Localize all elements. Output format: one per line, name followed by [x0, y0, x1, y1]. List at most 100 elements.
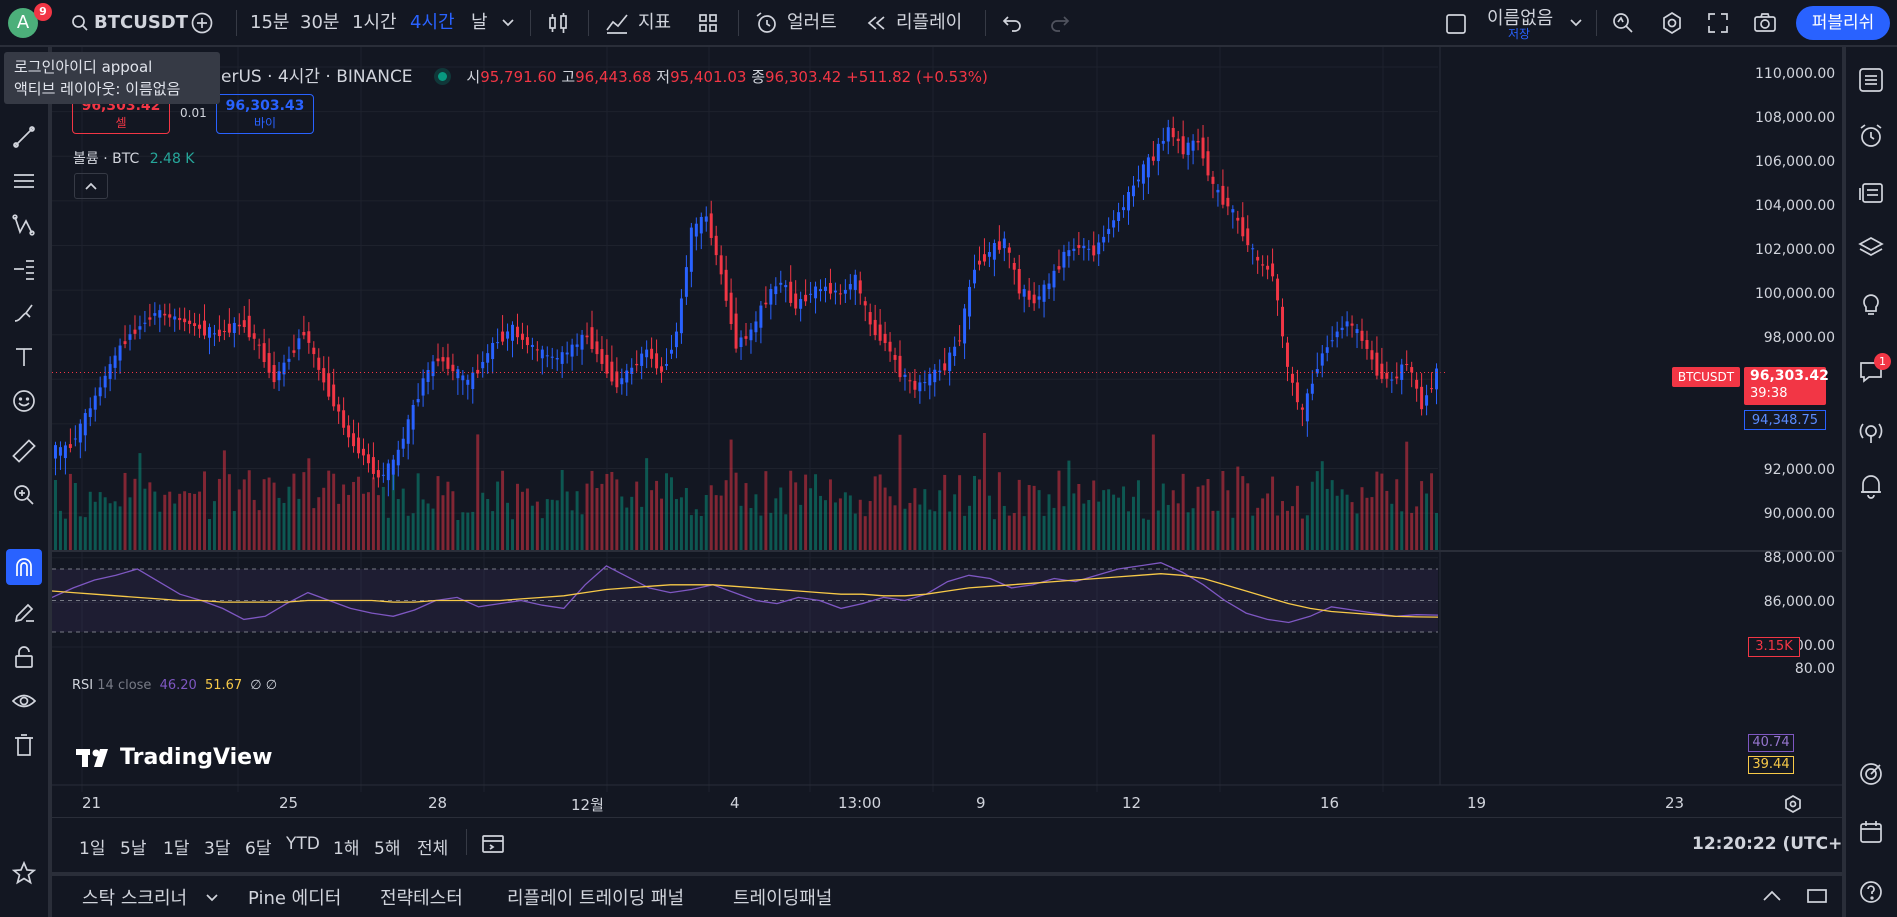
stay-drawing-icon[interactable]	[10, 599, 38, 627]
calendar-icon[interactable]	[1856, 817, 1886, 847]
fib-icon[interactable]	[10, 255, 38, 283]
avatar[interactable]: A	[8, 8, 38, 38]
axis-settings-icon[interactable]	[1782, 793, 1804, 815]
candle-body	[426, 369, 430, 382]
ruler-icon[interactable]	[10, 437, 38, 465]
range-5d[interactable]: 5날	[120, 839, 147, 859]
emoji-icon[interactable]	[10, 387, 38, 415]
candle-body	[1365, 340, 1369, 349]
undo-icon[interactable]	[1000, 12, 1024, 34]
alert-button[interactable]: 얼러트	[787, 12, 837, 33]
candle-body	[973, 269, 976, 284]
news-icon[interactable]	[1856, 177, 1886, 207]
pattern-icon[interactable]	[10, 211, 38, 239]
volume-bar	[396, 499, 400, 550]
indicators-button[interactable]: 지표	[638, 12, 672, 33]
candle-body	[1276, 278, 1280, 301]
collapse-legend-button[interactable]	[74, 173, 108, 199]
interval-30m[interactable]: 30분	[300, 12, 340, 33]
brush-icon[interactable]	[10, 299, 38, 327]
volume-bar	[496, 481, 500, 550]
chevron-down-icon[interactable]	[500, 15, 516, 31]
candle-body	[1087, 248, 1091, 250]
alarm-clock-icon[interactable]	[1856, 121, 1886, 151]
tab-replay-trading[interactable]: 리플레이 트레이딩 패널	[507, 888, 685, 909]
layers-icon[interactable]	[1856, 233, 1886, 263]
trash-icon[interactable]	[10, 731, 38, 759]
publish-button[interactable]: 퍼블리쉬	[1796, 6, 1890, 40]
layout-chevron-down-icon[interactable]	[1568, 15, 1584, 31]
candle-body	[764, 302, 768, 305]
candle-body	[1315, 369, 1319, 374]
tab-pine-editor[interactable]: Pine 에디터	[248, 888, 342, 909]
volume-bar	[451, 491, 455, 550]
volume-bar	[848, 495, 852, 550]
redo-icon[interactable]	[1048, 12, 1072, 34]
volume-bar	[525, 488, 529, 550]
trend-line-icon[interactable]	[10, 123, 38, 151]
candle-body	[277, 371, 281, 381]
watchlist-icon[interactable]	[1856, 65, 1886, 95]
range-5y[interactable]: 5해	[374, 839, 401, 859]
tab-trading-panel[interactable]: 트레이딩패널	[733, 888, 833, 909]
range-1y[interactable]: 1해	[333, 839, 360, 859]
symbol-search[interactable]: BTCUSDT	[94, 12, 189, 33]
text-icon[interactable]	[10, 343, 38, 371]
camera-icon[interactable]	[1752, 11, 1778, 35]
chevron-up-icon[interactable]	[1760, 886, 1784, 906]
add-symbol-icon[interactable]	[190, 11, 214, 35]
notifications-bell-icon[interactable]	[1856, 471, 1886, 501]
eye-icon[interactable]	[10, 687, 38, 715]
lock-icon[interactable]	[10, 643, 38, 671]
fullscreen-square-icon[interactable]	[1444, 12, 1468, 36]
interval-day[interactable]: 날	[471, 12, 488, 33]
layout-grid-icon[interactable]	[697, 12, 719, 34]
zoom-in-icon[interactable]	[10, 481, 38, 509]
screener-chevron-down-icon[interactable]	[204, 890, 220, 906]
interval-1h[interactable]: 1시간	[352, 12, 397, 33]
candle-body	[655, 353, 659, 369]
range-ytd[interactable]: YTD	[286, 834, 320, 854]
tab-strategy-tester[interactable]: 전략테스터	[380, 888, 463, 909]
price-chart[interactable]	[52, 47, 1842, 817]
replay-icon[interactable]	[864, 13, 888, 33]
alert-icon[interactable]	[754, 11, 780, 35]
maximize-panel-icon[interactable]	[1804, 884, 1830, 908]
replay-button[interactable]: 리플레이	[896, 12, 963, 33]
interval-4h[interactable]: 4시간	[410, 12, 455, 33]
horizontal-lines-icon[interactable]	[10, 167, 38, 195]
volume-bar	[416, 473, 420, 550]
candle-body	[1141, 164, 1145, 184]
magnet-icon[interactable]	[6, 549, 42, 585]
goto-date-icon[interactable]	[480, 831, 506, 855]
indicators-icon[interactable]	[604, 11, 630, 35]
range-all[interactable]: 전체	[417, 839, 449, 859]
signals-icon[interactable]	[1856, 417, 1886, 447]
buy-button[interactable]: 96,303.43 바이	[216, 94, 314, 134]
ideas-icon[interactable]	[1856, 289, 1886, 319]
candle-body	[1181, 136, 1185, 155]
tradingview-logo-icon	[76, 748, 108, 767]
star-icon[interactable]	[10, 859, 38, 887]
settings-icon[interactable]	[1659, 11, 1685, 35]
range-6m[interactable]: 6달	[245, 839, 272, 859]
candle-body	[456, 369, 460, 379]
volume-bar	[913, 488, 917, 550]
volume-bar	[411, 513, 415, 550]
range-3m[interactable]: 3달	[204, 839, 231, 859]
search-icon[interactable]	[70, 13, 90, 33]
volume-bar	[63, 518, 67, 550]
sell-label: 셀	[115, 116, 127, 130]
quick-search-icon[interactable]	[1610, 11, 1636, 35]
help-icon[interactable]	[1856, 877, 1886, 907]
clock[interactable]: 12:20:22 (UTC+9)	[1692, 834, 1862, 854]
candles-icon[interactable]	[546, 11, 570, 35]
range-1d[interactable]: 1일	[79, 839, 106, 859]
target-icon[interactable]	[1856, 759, 1886, 789]
tab-stock-screener[interactable]: 스탁 스크리너	[82, 888, 188, 909]
range-1m[interactable]: 1달	[163, 839, 190, 859]
fullscreen-icon[interactable]	[1706, 11, 1730, 35]
volume-bar	[794, 482, 798, 550]
layout-name[interactable]: 이름없음	[1487, 8, 1554, 29]
interval-15m[interactable]: 15분	[250, 12, 290, 33]
